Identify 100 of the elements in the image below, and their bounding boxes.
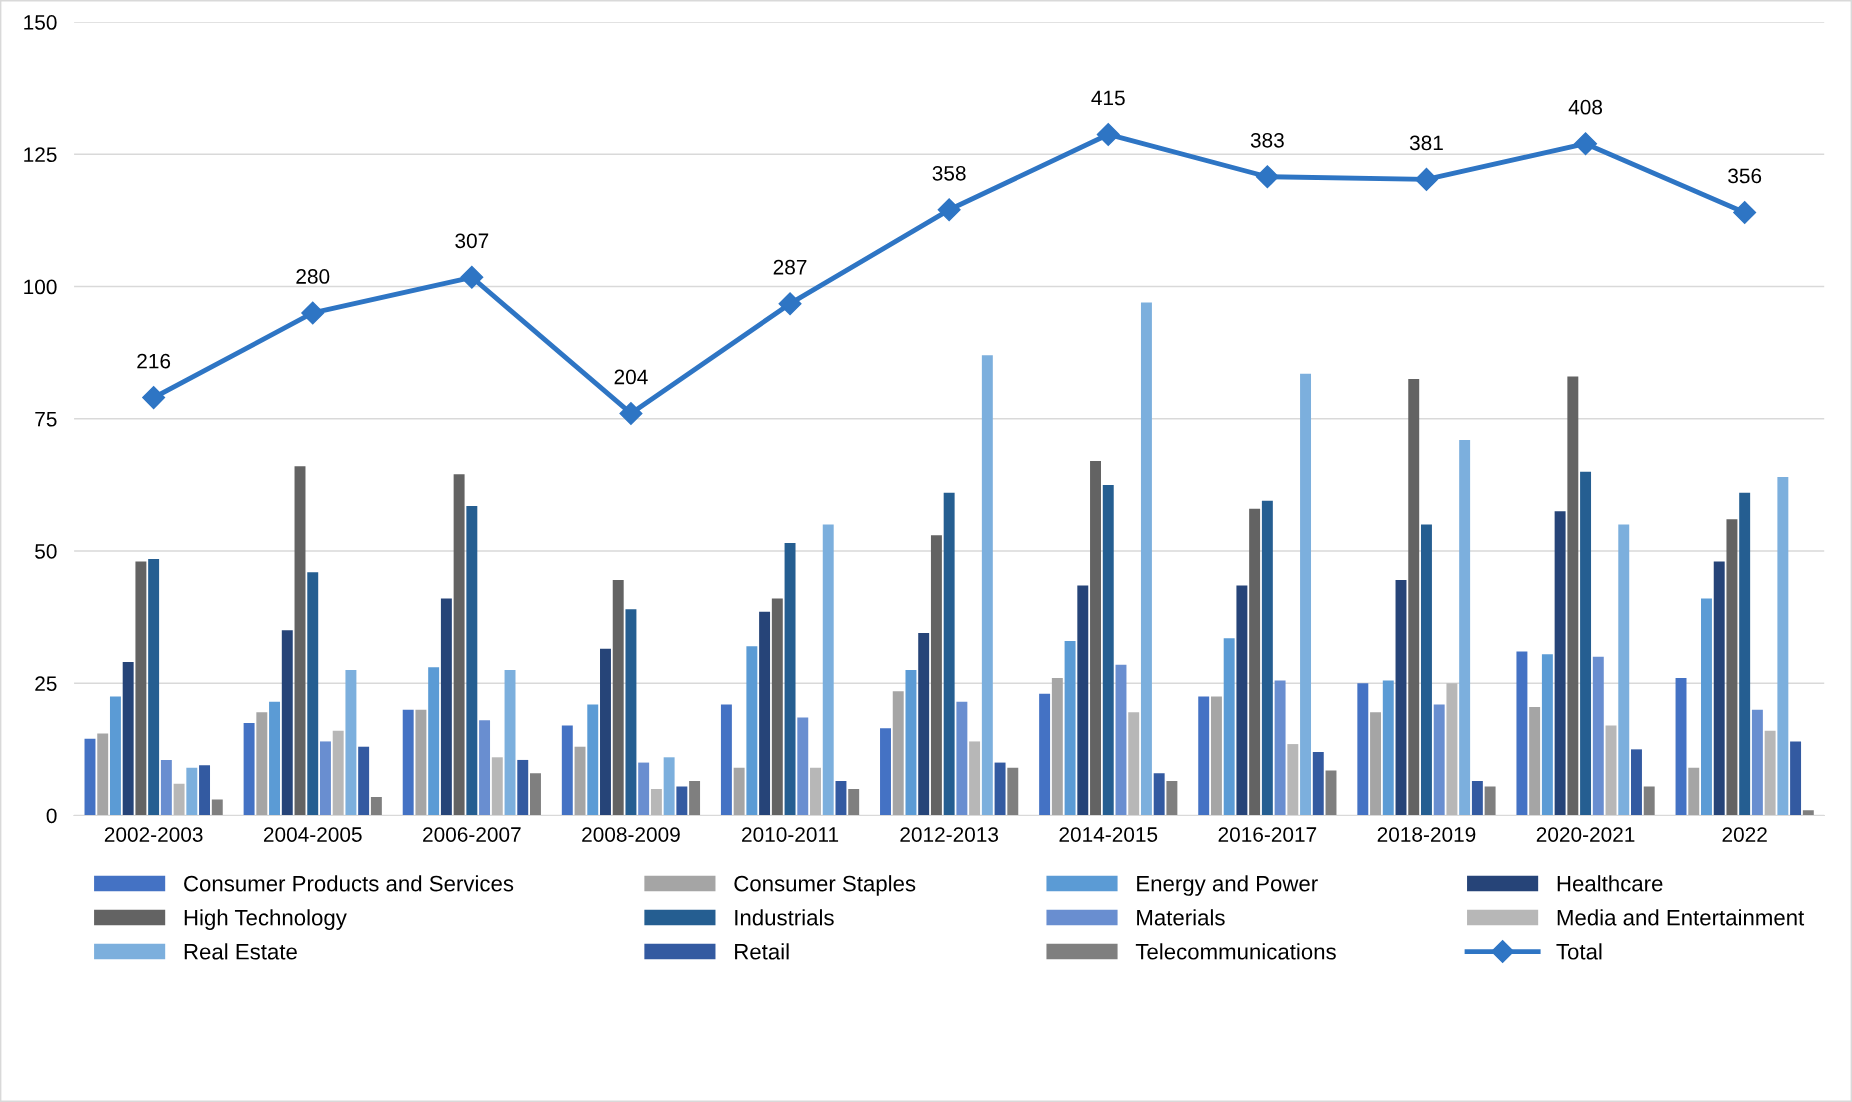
bar: [491, 757, 503, 816]
bar: [307, 572, 319, 816]
bar: [345, 670, 357, 816]
bar: [186, 767, 198, 816]
bar: [1713, 561, 1725, 816]
bar: [625, 609, 637, 816]
legend-label: Retail: [735, 943, 789, 960]
bar: [822, 524, 834, 816]
bar: [1790, 741, 1802, 816]
bar: [1618, 524, 1630, 816]
x-tick-label: 2010-2011: [742, 827, 839, 842]
bar: [319, 741, 331, 816]
bar: [1370, 712, 1382, 816]
bar: [1007, 767, 1019, 816]
point: [1574, 132, 1598, 156]
bar: [1140, 302, 1152, 816]
legend-label: Total: [1556, 943, 1602, 960]
x-tick-label: 2012-2013: [900, 827, 999, 842]
data-label: 280: [296, 269, 330, 284]
bar: [1395, 580, 1407, 816]
bar: [1433, 704, 1445, 816]
bar: [84, 738, 96, 816]
bar: [1408, 379, 1420, 816]
bar: [561, 725, 573, 816]
point: [1255, 165, 1279, 189]
legend-label: Materials: [1137, 909, 1225, 926]
legend-label: Telecommunications: [1135, 943, 1336, 960]
bar: [720, 704, 732, 816]
bar: [428, 667, 440, 816]
bar: [479, 720, 491, 816]
bar: [1554, 511, 1566, 816]
bar: [574, 746, 586, 816]
bar: [1115, 664, 1127, 816]
bar: [370, 796, 382, 816]
bar: [281, 630, 293, 816]
bar: [1064, 640, 1076, 816]
x-tick-label: 2020-2021: [1536, 827, 1635, 842]
bar: [943, 492, 955, 816]
bar: [269, 701, 281, 816]
bar: [415, 709, 427, 816]
point: [778, 292, 802, 316]
point: [1733, 200, 1757, 224]
bar: [1236, 585, 1248, 816]
data-label: 415: [1091, 90, 1125, 106]
bar: [930, 535, 942, 816]
bar: [160, 759, 172, 816]
bar: [587, 704, 599, 816]
bar: [1210, 696, 1222, 816]
legend-label: Industrials: [735, 909, 834, 926]
bar: [1051, 677, 1063, 816]
x-tick-label: 2016-2017: [1218, 827, 1317, 842]
bar: [1090, 461, 1101, 816]
y-tick-label: 50: [35, 544, 57, 559]
data-label: 216: [137, 353, 171, 369]
bar: [994, 762, 1006, 816]
bar: [1459, 439, 1471, 816]
bar: [612, 580, 624, 816]
bar: [402, 709, 414, 816]
point: [1096, 122, 1120, 146]
bar: [1166, 781, 1178, 816]
bar: [905, 670, 917, 816]
y-tick-label: 0: [46, 808, 57, 824]
bar: [530, 773, 541, 816]
bar: [797, 717, 809, 816]
y-tick-label: 150: [24, 15, 57, 30]
point: [937, 198, 961, 222]
bar: [650, 789, 662, 816]
bar: [981, 355, 993, 816]
point: [301, 301, 325, 325]
bar: [256, 712, 268, 816]
bar: [1446, 683, 1458, 816]
bar: [1567, 376, 1579, 816]
legend-label: Consumer Staples: [734, 875, 916, 896]
data-label: 204: [614, 369, 648, 385]
bar: [466, 506, 478, 816]
bar: [1541, 654, 1553, 816]
bar: [122, 662, 134, 816]
bar: [1726, 519, 1738, 816]
bar: [199, 765, 211, 816]
bar: [173, 783, 185, 816]
point: [1414, 167, 1438, 191]
x-tick-label: 2018-2019: [1377, 827, 1476, 842]
bar: [1777, 476, 1789, 816]
bar: [1198, 696, 1210, 816]
bar: [211, 799, 223, 816]
data-label: 408: [1568, 99, 1603, 115]
bar: [1102, 484, 1114, 816]
bar: [1764, 730, 1776, 816]
y-tick-label: 100: [24, 279, 57, 295]
legend-label: Healthcare: [1557, 875, 1663, 892]
bar: [956, 701, 968, 816]
x-tick-label: 2014-2015: [1059, 827, 1158, 842]
bar: [1249, 508, 1261, 816]
bar: [638, 762, 650, 816]
bar: [440, 598, 452, 816]
bar: [689, 781, 701, 816]
data-label: 381: [1409, 135, 1443, 151]
bar: [1643, 786, 1655, 816]
bar: [1484, 786, 1496, 816]
x-tick-label: 2002-2003: [104, 827, 203, 842]
